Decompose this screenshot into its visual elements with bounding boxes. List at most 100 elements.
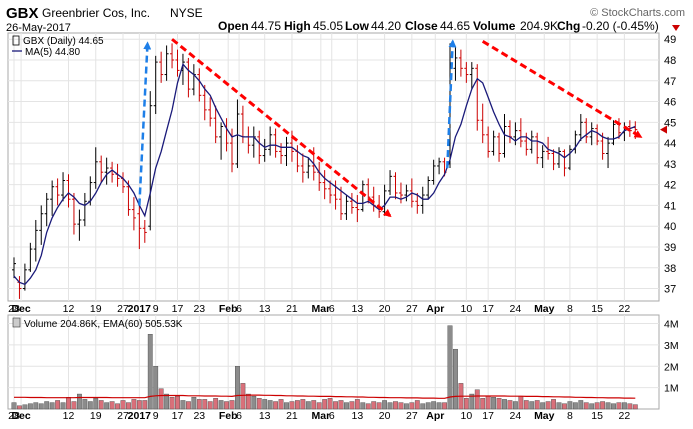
ohlc-bar <box>257 130 262 164</box>
volume-bar <box>562 403 567 410</box>
open-label: Open <box>218 19 249 33</box>
ohlc-bar <box>50 180 55 216</box>
ohlc-bar <box>104 157 109 185</box>
volume-bar <box>409 402 415 410</box>
x-tick-label: 12 <box>63 303 75 315</box>
volume-bar <box>71 401 77 410</box>
volume-bar <box>126 402 131 410</box>
volume-panel-frame <box>7 314 660 410</box>
x-tick-label: 22 <box>619 410 631 422</box>
ohlc-bar <box>606 136 611 169</box>
volume-bar <box>491 397 496 410</box>
chg-value: -0.20 (-0.45%) <box>582 19 659 33</box>
x-tick-label: Feb <box>219 410 238 422</box>
volume-bar <box>387 402 393 410</box>
chart-annotations <box>138 38 643 218</box>
x-tick-label: Dec <box>11 303 30 315</box>
x-tick-label: 21 <box>286 410 298 422</box>
volume-bar <box>300 399 306 410</box>
volume-bar <box>76 393 82 410</box>
volume-bar <box>371 401 377 410</box>
ohlc-bar <box>148 91 153 231</box>
volume-bar <box>240 383 246 410</box>
ohlc-bar <box>208 97 213 127</box>
volume-bar <box>185 401 191 410</box>
price-tick-label: 42 <box>664 180 676 192</box>
volume-legend: Volume 204.86K, EMA(60) 505.53K <box>12 317 183 330</box>
ohlc-bar <box>344 195 349 220</box>
volume-bar <box>278 399 284 410</box>
ohlc-bar <box>398 182 403 204</box>
ohlc-bar <box>289 130 294 162</box>
volume-bar <box>594 402 600 410</box>
volume-bar <box>235 366 240 410</box>
volume-bar <box>38 403 44 410</box>
volume-bar <box>447 325 453 410</box>
x-tick-label: 17 <box>172 410 184 422</box>
ohlc-bar <box>77 209 82 241</box>
exchange-name: NYSE <box>170 6 203 20</box>
price-tick-label: 41 <box>664 200 676 212</box>
volume-bar <box>142 400 148 410</box>
red-trendline <box>481 40 643 139</box>
volume-bar <box>273 401 278 410</box>
ohlc-bar <box>126 180 131 216</box>
ohlc-bar <box>164 45 169 81</box>
ohlc-bar <box>197 68 202 102</box>
volume-bar <box>360 402 366 410</box>
volume-bar <box>611 403 616 410</box>
ohlc-bar <box>415 192 420 214</box>
ohlc-bar <box>175 49 180 77</box>
ma5-line <box>13 62 636 286</box>
volume-bar <box>480 398 486 410</box>
ohlc-bar <box>426 176 431 200</box>
volume-bar <box>344 402 349 410</box>
volume-tick-label: 4M <box>664 319 679 331</box>
volume-bar <box>196 399 202 410</box>
volume-bar <box>316 402 322 410</box>
volume-bar <box>518 395 524 410</box>
ohlc-bar <box>497 132 502 162</box>
volume-label: Volume <box>473 19 516 33</box>
volume-bar <box>147 334 153 410</box>
volume-bar <box>262 399 268 410</box>
volume-bar <box>404 403 409 410</box>
volume-bar <box>600 401 606 410</box>
ohlc-bar <box>235 99 240 169</box>
volume-bar <box>104 402 110 410</box>
open-value: 44.75 <box>251 19 281 33</box>
ohlc-bar <box>202 84 207 121</box>
ohlc-bar <box>464 62 469 83</box>
volume-bar <box>338 400 344 410</box>
volume-bar <box>136 400 142 410</box>
volume-bar <box>11 402 17 410</box>
volume-tick-label: 1M <box>664 383 679 395</box>
volume-tick-label: 3M <box>664 340 679 352</box>
ohlc-bar <box>262 138 267 162</box>
volume-bar <box>245 393 251 410</box>
volume-bar <box>191 397 197 410</box>
volume-bar <box>632 404 638 410</box>
volume-bar <box>534 400 540 410</box>
volume-bars <box>11 325 638 410</box>
volume-bar <box>60 402 66 410</box>
blue-jump-arrow <box>446 39 457 169</box>
volume-bar <box>49 402 55 410</box>
high-label: High <box>284 19 311 33</box>
ohlc-bar <box>388 170 393 196</box>
volume-bar <box>289 401 295 410</box>
x-tick-label: 15 <box>591 303 603 315</box>
ohlc-bar <box>142 219 147 243</box>
volume-bar <box>115 403 120 410</box>
volume-bar <box>469 393 475 410</box>
x-tick-label: 20 <box>379 303 391 315</box>
x-tick-label: 28 <box>8 410 20 422</box>
price-tick-label: 48 <box>664 55 676 67</box>
ohlc-bar <box>137 199 142 250</box>
ohlc-bar <box>557 147 561 169</box>
ohlc-bar <box>578 114 583 142</box>
price-tick-label: 38 <box>664 263 676 275</box>
volume-bar <box>354 399 360 410</box>
x-tick-label: 17 <box>482 303 494 315</box>
